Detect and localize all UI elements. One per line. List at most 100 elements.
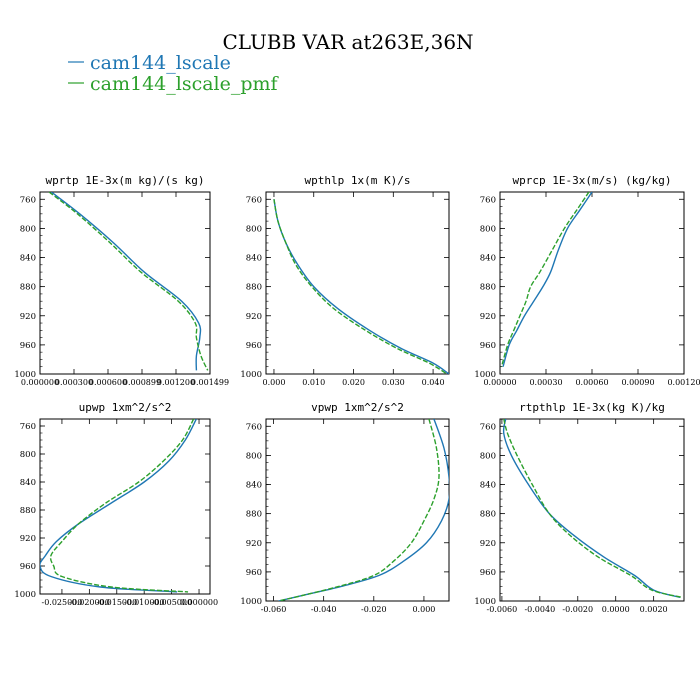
panel-title: upwp 1xm^2/s^2 <box>79 401 172 414</box>
panel-3: wprcp 1E-3x(m/s) (kg/kg) 760 800 840 880 920 9… <box>474 174 700 387</box>
x-tick-label: 0.000000 <box>21 378 59 387</box>
series-line-cam144-lscale-pmf <box>273 199 448 374</box>
y-tick-label: 840 <box>246 481 262 491</box>
x-tick-label: 0.010 <box>302 378 325 387</box>
y-tick-label: 880 <box>480 510 496 520</box>
x-tick-label: -0.020 <box>361 605 387 614</box>
panel-1: wprtp 1E-3x(m kg)/(s kg) 760 800 840 880 920 9… <box>14 174 229 387</box>
plot-frame <box>499 191 685 375</box>
y-tick-label: 800 <box>246 224 262 234</box>
x-tick-label: 0.00000 <box>483 378 516 387</box>
series-group <box>273 199 449 374</box>
y-tick-label: 960 <box>480 341 496 351</box>
y-tick-label: 920 <box>246 539 262 549</box>
y-tick-label: 760 <box>20 195 36 205</box>
x-tick-label: 0.00030 <box>529 378 562 387</box>
x-tick-label: -0.0060 <box>487 605 518 614</box>
x-tick-label: 0.000600 <box>89 378 127 387</box>
y-tick-label: 840 <box>20 254 36 264</box>
series-line-cam144-lscale-pmf <box>500 192 590 367</box>
y-tick-label: 800 <box>20 450 36 460</box>
x-tick-label: -0.025000 <box>41 598 82 607</box>
x-tick-label: 0.040 <box>422 378 445 387</box>
y-tick-label: 920 <box>20 312 36 322</box>
panel-2: wpthlp 1x(m K)/s76080084088092096010000.… <box>240 174 450 387</box>
y-tick-label: 880 <box>246 283 262 293</box>
y-tick-label: 960 <box>20 562 36 572</box>
y-tick-label: 960 <box>20 341 36 351</box>
x-tick-label: -0.0020 <box>562 605 593 614</box>
y-tick-label: 920 <box>480 312 496 322</box>
y-tick-label: 880 <box>20 506 36 516</box>
series-line-cam144-lscale <box>50 192 202 371</box>
plot-frame <box>39 191 211 375</box>
y-tick-label: 960 <box>480 568 496 578</box>
series-line-cam144-lscale-pmf <box>48 192 209 371</box>
x-tick-label: -0.0040 <box>524 605 555 614</box>
panels: wprtp 1E-3x(m kg)/(s kg) 760 800 840 880 920 9… <box>14 174 700 614</box>
y-tick-label: 920 <box>246 312 262 322</box>
y-tick-label: 1000 <box>474 370 496 380</box>
series-group <box>500 192 593 367</box>
plot-frame <box>39 418 211 595</box>
series-group <box>48 192 209 371</box>
series-line-cam144-lscale <box>40 419 197 593</box>
y-tick-label: 1000 <box>240 370 262 380</box>
legend-label-lscale: cam144_lscale <box>90 52 231 74</box>
series-line-cam144-lscale <box>273 199 449 374</box>
x-tick-label: 0.000899 <box>123 378 161 387</box>
y-tick-label: 960 <box>246 341 262 351</box>
series-line-cam144-lscale-pmf <box>503 419 683 599</box>
panel-title: rtpthlp 1E-3x(kg K)/kg <box>519 401 665 414</box>
y-tick-label: 840 <box>246 254 262 264</box>
x-tick-label: 0.020 <box>342 378 365 387</box>
y-tick-label: 840 <box>480 254 496 264</box>
legend-label-lscale-pmf: cam144_lscale_pmf <box>90 73 280 95</box>
x-tick-label: 0.0020 <box>640 605 668 614</box>
x-tick-label: 0.030 <box>382 378 405 387</box>
y-tick-label: 880 <box>246 510 262 520</box>
plot-frame <box>499 418 685 602</box>
y-tick-label: 760 <box>246 195 262 205</box>
series-group <box>40 419 197 593</box>
series-line-cam144-lscale <box>502 419 681 599</box>
series-group <box>278 419 449 601</box>
y-tick-label: 880 <box>20 283 36 293</box>
x-tick-label: 0.00060 <box>575 378 608 387</box>
series-line-cam144-lscale-pmf <box>278 419 440 601</box>
panel-title: vpwp 1xm^2/s^2 <box>311 401 404 414</box>
y-tick-label: 760 <box>246 422 262 432</box>
panel-5: vpwp 1xm^2/s^27608008408809209601000-0.0… <box>240 401 450 614</box>
plot-frame <box>265 418 450 602</box>
x-tick-label: -0.020000 <box>69 598 110 607</box>
panel-title: wprtp 1E-3x(m kg)/(s kg) <box>46 174 205 187</box>
y-tick-label: 1000 <box>474 597 496 607</box>
y-tick-label: 1000 <box>14 370 36 380</box>
x-tick-label: 0.000 <box>412 605 435 614</box>
y-tick-label: 760 <box>480 195 496 205</box>
x-tick-label: -0.040 <box>311 605 337 614</box>
panel-4: upwp 1xm^2/s^2 760 800 840 880 920 960 1000 -0.0… <box>14 401 218 607</box>
figure-title: CLUBB VAR at263E,36N <box>222 30 473 54</box>
y-tick-label: 800 <box>20 224 36 234</box>
x-tick-label: 0.000300 <box>55 378 93 387</box>
y-tick-label: 760 <box>20 422 36 432</box>
series-line-cam144-lscale-pmf <box>49 419 195 593</box>
legend: cam144_lscale cam144_lscale_pmf <box>68 52 280 95</box>
y-tick-label: 920 <box>480 539 496 549</box>
x-tick-label: -0.015000 <box>96 598 137 607</box>
y-tick-label: 800 <box>480 224 496 234</box>
y-tick-label: 800 <box>246 451 262 461</box>
x-tick-label: 0.000 <box>263 378 286 387</box>
plot-frame <box>265 191 450 375</box>
x-tick-label: -0.010000 <box>124 598 165 607</box>
series-line-cam144-lscale <box>278 419 449 601</box>
y-tick-label: 840 <box>480 481 496 491</box>
panel-6: rtpthlp 1E-3x(kg K)/kg 760 800 840 880 920 960… <box>474 401 685 614</box>
x-tick-label: 0.00090 <box>621 378 654 387</box>
y-tick-label: 920 <box>20 534 36 544</box>
series-line-cam144-lscale <box>502 192 593 367</box>
x-tick-label: 0.0000 <box>602 605 630 614</box>
series-group <box>502 419 683 599</box>
